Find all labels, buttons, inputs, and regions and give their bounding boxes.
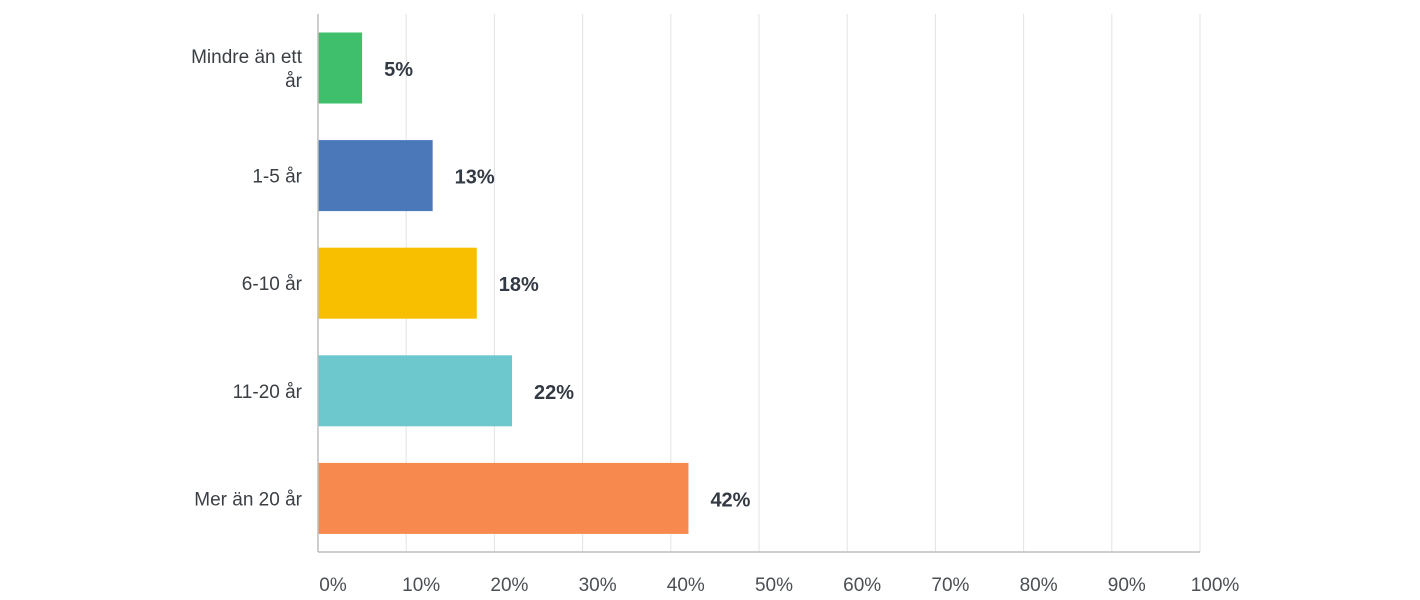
category-label: 1-5 år xyxy=(252,167,302,188)
data-label: 22% xyxy=(534,382,574,404)
axes xyxy=(317,14,1200,553)
x-tick-label: 20% xyxy=(490,575,528,596)
bar xyxy=(318,247,477,319)
x-tick-label: 60% xyxy=(843,575,881,596)
x-tick-label: 0% xyxy=(319,575,347,596)
category-label: 11-20 år xyxy=(233,382,303,403)
x-tick-label: 90% xyxy=(1108,575,1146,596)
x-tick-label: 40% xyxy=(667,575,705,596)
data-label: 13% xyxy=(455,167,495,189)
data-label: 18% xyxy=(499,274,539,296)
x-tick-label: 80% xyxy=(1020,575,1058,596)
x-tick-label: 100% xyxy=(1191,575,1240,596)
data-label: 5% xyxy=(384,59,413,81)
gridlines xyxy=(405,14,1201,552)
category-label: Mindre än ett år xyxy=(191,47,303,92)
bar xyxy=(318,32,363,104)
data-label: 42% xyxy=(710,489,750,511)
x-tick-label: 70% xyxy=(931,575,969,596)
x-tick-label: 30% xyxy=(579,575,617,596)
x-tick-label: 50% xyxy=(755,575,793,596)
labels: 0% 10% 20% 30% 40% 50% 60% 70% 80% 90% 100% 5% Mindr… xyxy=(191,47,1239,596)
bar xyxy=(318,355,513,427)
x-tick-label: 10% xyxy=(402,575,440,596)
category-label: 6-10 år xyxy=(242,274,303,295)
bar xyxy=(318,462,689,534)
bar xyxy=(318,140,433,212)
bars xyxy=(318,32,689,534)
category-label: Mer än 20 år xyxy=(194,489,302,510)
